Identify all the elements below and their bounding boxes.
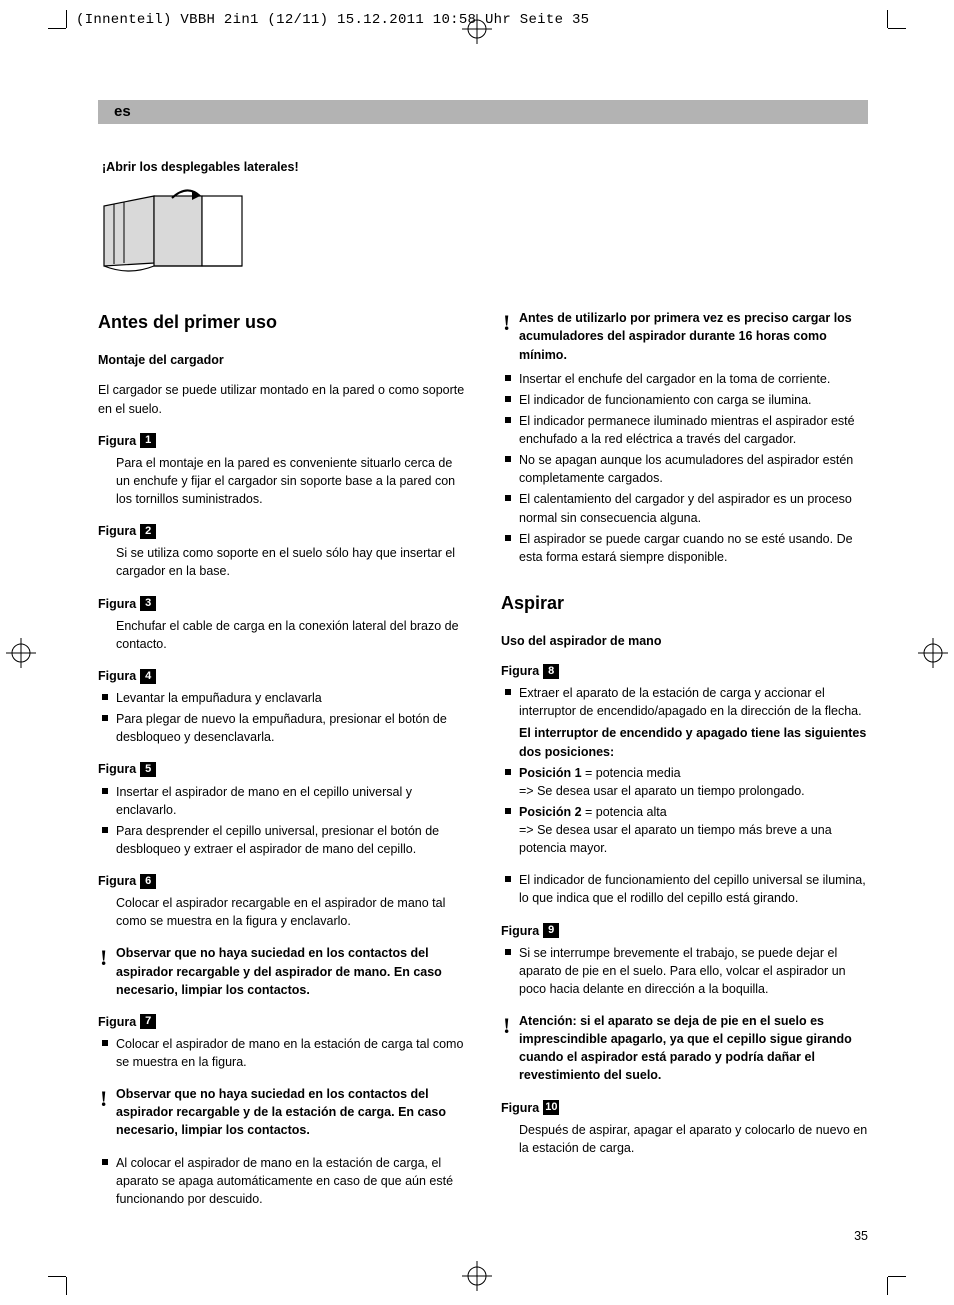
list-item: Levantar la empuñadura y enclavarla bbox=[116, 689, 465, 707]
figure-5-label: Figura5 bbox=[98, 760, 156, 778]
imposition-slug: (Innenteil) VBBH 2in1 (12/11) 15.12.2011… bbox=[76, 10, 589, 30]
list-item: El indicador permanece iluminado mientra… bbox=[519, 412, 868, 448]
language-bar: es bbox=[98, 100, 868, 124]
right-column: Antes de utilizarlo por primera vez es p… bbox=[501, 309, 868, 1211]
switch-intro: El interruptor de encendido y apagado ti… bbox=[519, 724, 868, 760]
figure-3-text: Enchufar el cable de carga en la conexió… bbox=[116, 617, 465, 653]
figure-number-badge: 3 bbox=[140, 596, 156, 611]
list-item: Extraer el aparato de la estación de car… bbox=[519, 684, 868, 720]
figure-1-text: Para el montaje en la pared es convenien… bbox=[116, 454, 465, 508]
crop-mark bbox=[888, 1276, 906, 1277]
list-item: Para desprender el cepillo universal, pr… bbox=[116, 822, 465, 858]
subheading-charger-mount: Montaje del cargador bbox=[98, 351, 465, 369]
figure-number-badge: 9 bbox=[543, 923, 559, 938]
heading-before-first-use: Antes del primer uso bbox=[98, 309, 465, 335]
subheading-hand-vacuum: Uso del aspirador de mano bbox=[501, 632, 868, 650]
figure-number-badge: 2 bbox=[140, 524, 156, 539]
list-item: El aspirador se puede cargar cuando no s… bbox=[519, 530, 868, 566]
list-item: Si se interrumpe brevemente el trabajo, … bbox=[519, 944, 868, 998]
warning-contacts-2: Observar que no haya suciedad en los con… bbox=[98, 1085, 465, 1139]
crop-mark bbox=[887, 1277, 888, 1295]
crop-mark bbox=[66, 10, 67, 28]
booklet-icon bbox=[102, 188, 868, 283]
figure-1-label: Figura1 bbox=[98, 432, 156, 450]
figure-6-text: Colocar el aspirador recargable en el as… bbox=[116, 894, 465, 930]
crop-mark bbox=[66, 1277, 67, 1295]
list-item: El calentamiento del cargador y del aspi… bbox=[519, 490, 868, 526]
figure-number-badge: 5 bbox=[140, 762, 156, 777]
heading-aspirar: Aspirar bbox=[501, 590, 868, 616]
list-item: Posición 2 = potencia alta => Se desea u… bbox=[519, 803, 868, 857]
list-item: El indicador de funcionamiento del cepil… bbox=[519, 871, 868, 907]
list-item: Posición 1 = potencia media => Se desea … bbox=[519, 764, 868, 800]
figure-6-label: Figura6 bbox=[98, 872, 156, 890]
crop-mark bbox=[888, 28, 906, 29]
crop-mark bbox=[48, 1276, 66, 1277]
language-code: es bbox=[98, 101, 131, 123]
figure-10-text: Después de aspirar, apagar el aparato y … bbox=[519, 1121, 868, 1157]
figure-2-label: Figura2 bbox=[98, 522, 156, 540]
page-number: 35 bbox=[854, 1227, 868, 1245]
list-item: Insertar el aspirador de mano en el cepi… bbox=[116, 783, 465, 819]
figure-number-badge: 7 bbox=[140, 1014, 156, 1029]
figure-number-badge: 8 bbox=[543, 664, 559, 679]
figure-7-label: Figura7 bbox=[98, 1013, 156, 1031]
figure-number-badge: 4 bbox=[140, 669, 156, 684]
figure-3-label: Figura3 bbox=[98, 595, 156, 613]
figure-number-badge: 1 bbox=[140, 433, 156, 448]
figure-10-label: Figura10 bbox=[501, 1099, 559, 1117]
figure-9-label: Figura9 bbox=[501, 922, 559, 940]
crop-mark bbox=[48, 28, 66, 29]
left-column: Antes del primer uso Montaje del cargado… bbox=[98, 309, 465, 1211]
crop-mark bbox=[887, 10, 888, 28]
list-item: Colocar el aspirador de mano en la estac… bbox=[116, 1035, 465, 1071]
intro-text: El cargador se puede utilizar montado en… bbox=[98, 381, 465, 417]
figure-2-text: Si se utiliza como soporte en el suelo s… bbox=[116, 544, 465, 580]
list-item: Para plegar de nuevo la empuñadura, pres… bbox=[116, 710, 465, 746]
figure-number-badge: 10 bbox=[543, 1100, 559, 1115]
list-item: No se apagan aunque los acumuladores del… bbox=[519, 451, 868, 487]
figure-number-badge: 6 bbox=[140, 874, 156, 889]
register-mark-right bbox=[918, 638, 948, 668]
page-content: es ¡Abrir los desplegables laterales! An… bbox=[98, 100, 868, 1245]
figure-4-label: Figura4 bbox=[98, 667, 156, 685]
warning-floor: Atención: si el aparato se deja de pie e… bbox=[501, 1012, 868, 1085]
list-item: Insertar el enchufe del cargador en la t… bbox=[519, 370, 868, 388]
fold-instruction: ¡Abrir los desplegables laterales! bbox=[102, 158, 868, 176]
list-item: El indicador de funcionamiento con carga… bbox=[519, 391, 868, 409]
list-item: Al colocar el aspirador de mano en la es… bbox=[116, 1154, 465, 1208]
register-mark-bottom bbox=[462, 1261, 492, 1291]
figure-8-label: Figura8 bbox=[501, 662, 559, 680]
warning-contacts-1: Observar que no haya suciedad en los con… bbox=[98, 944, 465, 998]
register-mark-left bbox=[6, 638, 36, 668]
warning-first-charge: Antes de utilizarlo por primera vez es p… bbox=[501, 309, 868, 363]
